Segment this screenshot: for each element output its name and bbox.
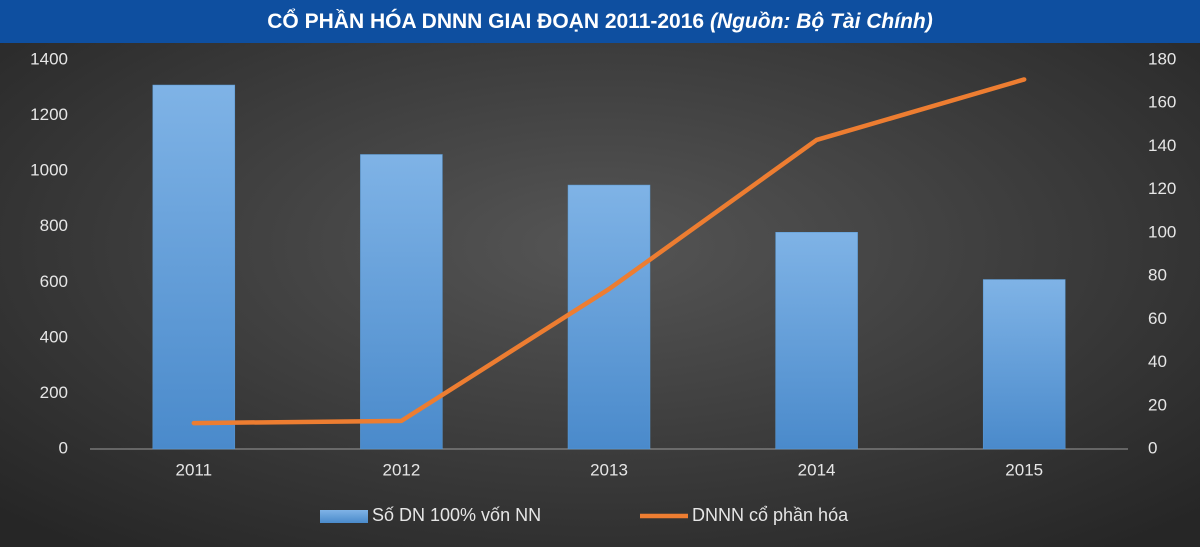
y-tick-label: 600 (40, 272, 68, 291)
y-tick-label: 800 (40, 216, 68, 235)
legend-label: Số DN 100% vốn NN (372, 505, 541, 525)
y2-tick-label: 20 (1148, 395, 1167, 414)
y-tick-label: 400 (40, 327, 68, 346)
y-tick-label: 1400 (30, 49, 68, 68)
line (191, 77, 1027, 426)
y2-tick-label: 60 (1148, 309, 1167, 328)
bar (360, 154, 443, 450)
y-tick-label: 1200 (30, 105, 68, 124)
y2-tick-label: 180 (1148, 49, 1176, 68)
legend-swatch (320, 510, 368, 523)
chart-title: CỔ PHẦN HÓA DNNN GIAI ĐOẠN 2011-2016 (Ng… (267, 9, 932, 33)
bar (982, 279, 1066, 450)
legend-label: DNNN cổ phần hóa (692, 505, 849, 525)
title-text: CỔ PHẦN HÓA DNNN GIAI ĐOẠN 2011-2016 (267, 9, 704, 33)
y-tick-label: 1000 (30, 161, 68, 180)
title-banner (0, 0, 1200, 43)
y2-tick-label: 80 (1148, 266, 1167, 285)
x-tick-label: 2012 (382, 460, 420, 479)
y2-tick-label: 160 (1148, 93, 1176, 112)
y2-tick-label: 100 (1148, 222, 1176, 241)
x-tick-label: 2011 (176, 460, 213, 479)
x-tick-label: 2014 (798, 460, 836, 479)
y2-tick-label: 120 (1148, 179, 1176, 198)
bar (775, 232, 858, 450)
bar (567, 184, 651, 450)
bar (152, 84, 236, 450)
subtitle-text: (Nguồn: Bộ Tài Chính) (710, 10, 933, 33)
y2-tick-label: 0 (1148, 438, 1157, 457)
x-tick-label: 2015 (1005, 460, 1043, 479)
y2-tick-label: 40 (1148, 352, 1167, 371)
y-tick-label: 200 (40, 383, 68, 402)
y-tick-label: 0 (59, 438, 68, 457)
y2-tick-label: 140 (1148, 136, 1176, 155)
x-tick-label: 2013 (590, 460, 628, 479)
